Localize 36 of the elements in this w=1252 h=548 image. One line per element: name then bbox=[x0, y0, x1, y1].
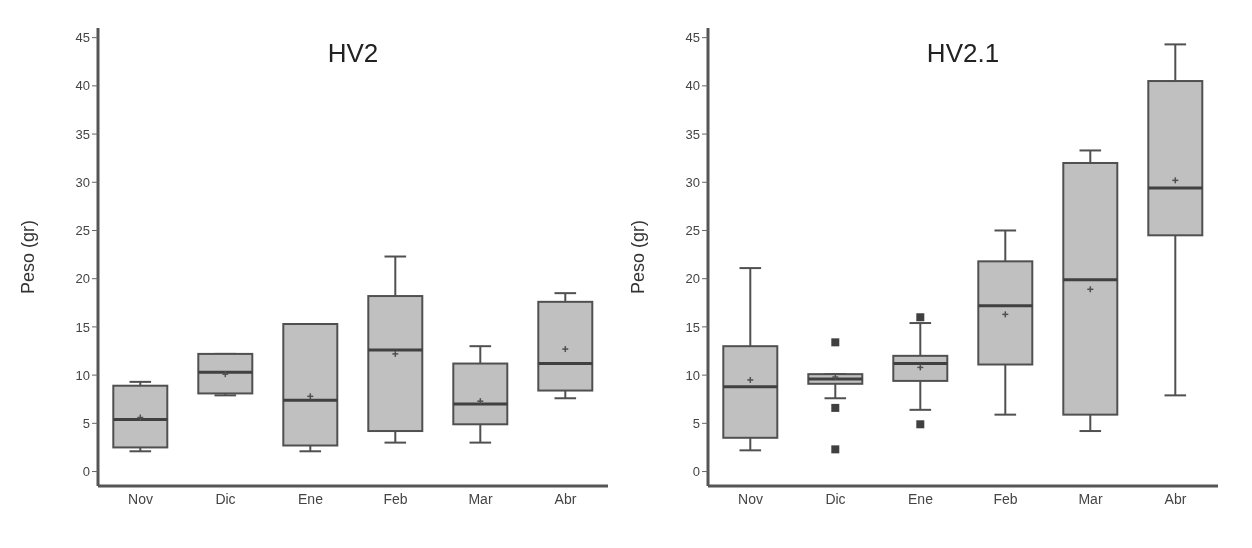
x-tick-label: Feb bbox=[993, 490, 1018, 507]
x-tick-label: Mar bbox=[468, 490, 493, 507]
x-tick-label: Nov bbox=[128, 490, 153, 507]
x-tick-label: Ene bbox=[908, 490, 934, 507]
x-tick-label: Feb bbox=[383, 490, 408, 507]
chart-title: HV2 bbox=[327, 38, 379, 68]
y-tick-label: 35 bbox=[685, 126, 700, 142]
x-tick-label: Mar bbox=[1078, 490, 1103, 507]
y-tick-label: 0 bbox=[82, 464, 90, 480]
y-tick-label: 10 bbox=[75, 367, 90, 383]
y-tick-label: 15 bbox=[685, 319, 700, 335]
chart-title: HV2.1 bbox=[926, 38, 1000, 68]
y-tick-label: 5 bbox=[82, 415, 90, 431]
x-tick-label: Dic bbox=[215, 490, 236, 507]
y-tick-label: 40 bbox=[685, 78, 700, 94]
y-tick-label: 30 bbox=[75, 174, 90, 190]
x-tick-label: Abr bbox=[554, 490, 577, 507]
x-tick-label: Nov bbox=[738, 490, 763, 507]
y-tick-label: 5 bbox=[692, 415, 700, 431]
y-tick-label: 0 bbox=[692, 464, 700, 480]
y-tick-label: 45 bbox=[75, 30, 90, 46]
y-tick-label: 20 bbox=[75, 271, 90, 287]
y-axis-title: Peso (gr) bbox=[628, 219, 649, 295]
x-tick-label: Dic bbox=[825, 490, 846, 507]
y-tick-label: 45 bbox=[685, 30, 700, 46]
x-tick-label: Abr bbox=[1164, 490, 1187, 507]
y-tick-label: 15 bbox=[75, 319, 90, 335]
y-tick-label: 35 bbox=[75, 126, 90, 142]
y-tick-label: 25 bbox=[685, 223, 700, 239]
y-axis-title: Peso (gr) bbox=[18, 219, 39, 295]
y-tick-label: 20 bbox=[685, 271, 700, 287]
x-tick-label: Ene bbox=[298, 490, 324, 507]
y-tick-label: 10 bbox=[685, 367, 700, 383]
y-tick-label: 40 bbox=[75, 78, 90, 94]
y-tick-label: 30 bbox=[685, 174, 700, 190]
y-tick-label: 25 bbox=[75, 223, 90, 239]
